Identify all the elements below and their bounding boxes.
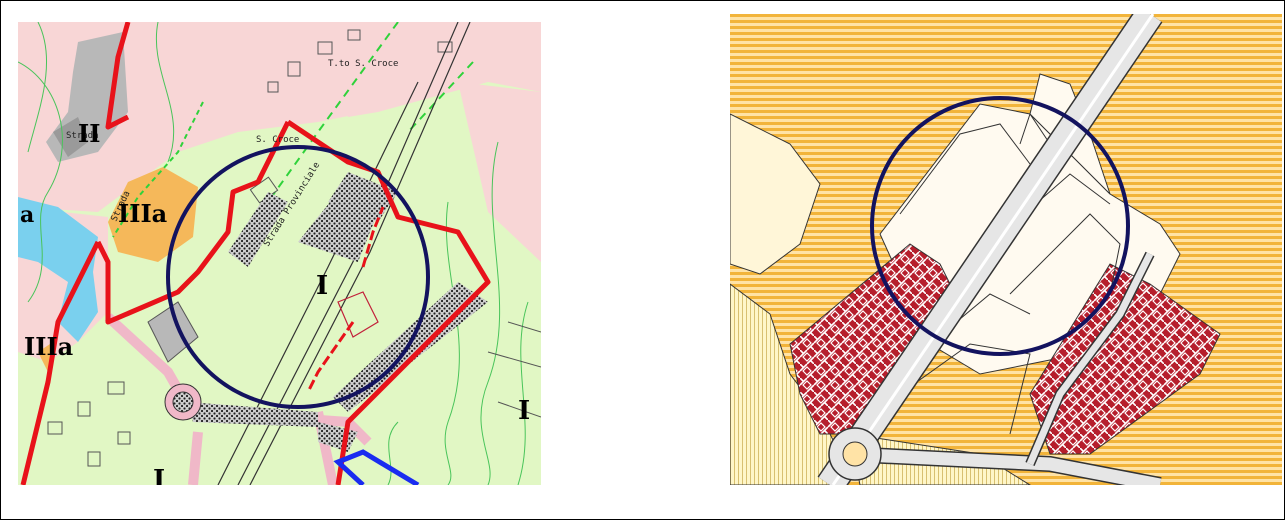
parcel-lines <box>899 112 1121 435</box>
side-road <box>844 447 1162 485</box>
plan-parcel <box>730 113 821 275</box>
zone-label-a: a <box>20 202 34 228</box>
buffer-strip <box>333 282 488 412</box>
land-use-plan-map <box>730 14 1282 485</box>
road <box>188 431 203 485</box>
class-boundary-blue <box>333 449 420 485</box>
building <box>337 291 379 338</box>
roundabout <box>172 391 194 413</box>
zone-label-I: I <box>316 271 328 301</box>
zone-label-I: I <box>153 465 165 485</box>
roundabout <box>842 441 868 467</box>
class-boundary-dashed <box>306 206 385 393</box>
street-label: Strada <box>66 131 99 141</box>
side-road <box>1026 252 1154 466</box>
acoustic-zoning-map: T.to S. Croce S. Croce Strada Strada Str… <box>18 22 541 485</box>
street-label: S. Croce <box>256 135 299 145</box>
highlight-circle <box>870 96 1130 356</box>
acoustic-zoning-map-svg: T.to S. Croce S. Croce Strada Strada Str… <box>18 22 541 485</box>
road-centerline <box>831 14 1155 485</box>
watercourse <box>18 197 98 342</box>
land-use-plan-map-svg <box>730 14 1282 485</box>
highlight-circle <box>166 145 430 409</box>
street-label: T.to S. Croce <box>328 59 398 69</box>
zone-label-I: I <box>518 396 530 426</box>
buffer-strip <box>188 402 318 427</box>
building <box>147 301 199 363</box>
industrial-zone <box>1029 263 1221 455</box>
zone-label-II: II <box>78 119 100 148</box>
contour-lines <box>18 22 529 485</box>
main-road <box>818 14 1162 485</box>
dashed-boundary <box>267 22 474 203</box>
dashed-boundary <box>112 101 204 238</box>
buffer-strip <box>228 192 288 267</box>
zone-label-IIIa: IIIa <box>24 332 73 361</box>
class-boundary-red <box>20 22 491 485</box>
zone-label-IIIa: IIIa <box>118 199 167 228</box>
residential-area <box>458 82 541 262</box>
residential-area <box>318 22 541 117</box>
